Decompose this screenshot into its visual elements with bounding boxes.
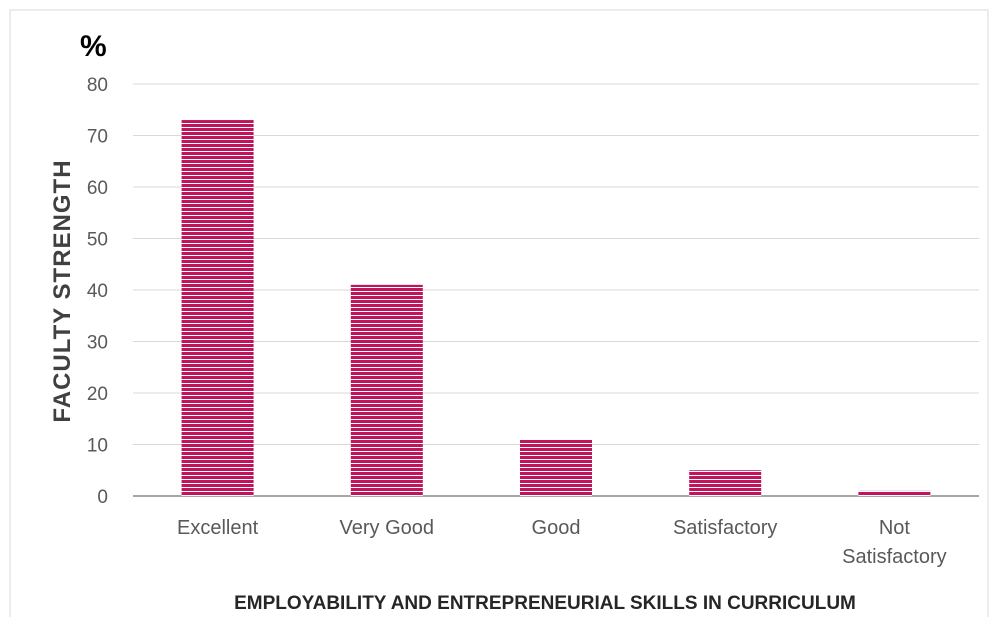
x-category-label-line: Satisfactory (842, 546, 946, 568)
bar-very-good (350, 284, 423, 496)
y-axis-title: FACULTY STRENGTH (49, 159, 76, 422)
x-category-label: Excellent (177, 517, 259, 539)
x-category-label: Good (532, 517, 581, 539)
x-category-label: Very Good (340, 517, 435, 539)
bar-excellent (181, 120, 254, 497)
y-tick-label: 80 (87, 75, 108, 96)
x-category-label-line: Satisfactory (673, 517, 777, 539)
y-tick-label: 50 (87, 230, 108, 251)
unit-label: % (80, 30, 107, 63)
y-tick-label: 30 (87, 333, 108, 354)
bar-not-satisfactory (858, 490, 931, 496)
y-tick-label: 20 (87, 384, 108, 405)
x-axis-title: EMPLOYABILITY AND ENTREPRENEURIAL SKILLS… (234, 593, 856, 614)
x-category-label-line: Very Good (340, 517, 435, 539)
y-tick-label: 60 (87, 178, 108, 199)
chart-frame (9, 9, 989, 617)
y-tick-label: 10 (87, 436, 108, 457)
y-tick-label: 40 (87, 281, 108, 302)
x-category-label: Satisfactory (673, 517, 777, 539)
y-tick-label: 0 (97, 487, 108, 508)
y-tick-label: 70 (87, 127, 108, 148)
x-category-label: Not Satisfactory (842, 517, 946, 568)
x-category-label-line: Not (879, 517, 911, 539)
bar-satisfactory (689, 470, 762, 496)
x-category-label-line: Good (532, 517, 581, 539)
bar-good (520, 439, 592, 496)
x-category-label-line: Excellent (177, 517, 259, 539)
